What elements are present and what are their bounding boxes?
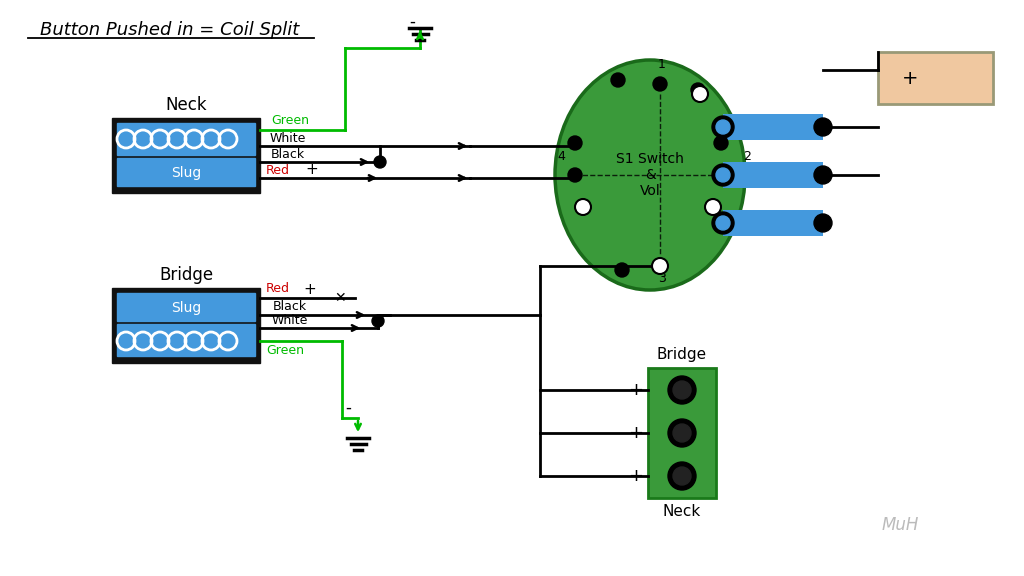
Text: Slug: Slug	[171, 166, 201, 180]
Text: Red: Red	[266, 282, 290, 295]
Circle shape	[814, 166, 831, 184]
Text: Bridge: Bridge	[657, 347, 707, 362]
Bar	[878, 52, 993, 104]
Text: 1: 1	[658, 58, 666, 71]
Bar	[117, 324, 255, 356]
Circle shape	[372, 315, 384, 327]
Circle shape	[673, 381, 691, 399]
Circle shape	[652, 258, 668, 274]
Text: Red: Red	[266, 164, 290, 176]
Circle shape	[568, 168, 582, 182]
Circle shape	[814, 118, 831, 136]
Circle shape	[705, 199, 721, 215]
Text: ✕: ✕	[334, 291, 346, 305]
Text: +: +	[305, 162, 318, 177]
Text: 3: 3	[658, 272, 666, 285]
Bar	[723, 114, 823, 140]
Ellipse shape	[555, 60, 745, 290]
Text: Black: Black	[273, 301, 307, 313]
Text: S1 Switch
&
Vol: S1 Switch & Vol	[616, 152, 684, 198]
Text: MuH: MuH	[882, 516, 919, 534]
Text: 2: 2	[743, 150, 751, 163]
Circle shape	[716, 168, 730, 182]
Bar	[723, 210, 823, 236]
Circle shape	[668, 462, 696, 490]
Text: +: +	[629, 467, 643, 485]
Bar	[723, 162, 823, 188]
Circle shape	[611, 73, 625, 87]
Circle shape	[712, 116, 734, 138]
Circle shape	[575, 199, 591, 215]
Circle shape	[714, 136, 728, 150]
Circle shape	[691, 83, 705, 97]
Bar	[112, 118, 260, 193]
Text: Neck: Neck	[663, 505, 701, 520]
Bar	[117, 158, 255, 186]
Text: -: -	[409, 13, 415, 31]
Text: 4: 4	[557, 150, 565, 163]
Text: +: +	[304, 282, 316, 297]
Text: -: -	[345, 399, 351, 417]
Circle shape	[692, 86, 708, 102]
Circle shape	[568, 136, 582, 150]
Circle shape	[712, 212, 734, 234]
Bar	[117, 123, 255, 155]
Bar	[112, 288, 260, 363]
Circle shape	[668, 376, 696, 404]
Circle shape	[668, 419, 696, 447]
Circle shape	[716, 216, 730, 230]
Circle shape	[712, 164, 734, 186]
Text: White: White	[269, 131, 306, 145]
Circle shape	[653, 259, 667, 273]
Circle shape	[615, 263, 629, 277]
Text: Neck: Neck	[165, 96, 207, 114]
Text: White: White	[271, 313, 308, 327]
Circle shape	[374, 156, 386, 168]
Bar	[648, 368, 716, 498]
Text: Slug: Slug	[171, 301, 201, 315]
Text: +: +	[629, 381, 643, 399]
Circle shape	[716, 120, 730, 134]
Bar	[117, 293, 255, 321]
Text: Bridge: Bridge	[159, 266, 213, 284]
Text: +: +	[629, 424, 643, 442]
Text: Green: Green	[271, 115, 309, 127]
Text: Black: Black	[271, 147, 305, 161]
Text: +: +	[902, 69, 919, 88]
Text: Green: Green	[266, 344, 304, 358]
Circle shape	[673, 467, 691, 485]
Circle shape	[673, 424, 691, 442]
Text: Button Pushed in = Coil Split: Button Pushed in = Coil Split	[40, 21, 300, 39]
Circle shape	[653, 77, 667, 91]
Circle shape	[718, 168, 732, 182]
Circle shape	[814, 214, 831, 232]
